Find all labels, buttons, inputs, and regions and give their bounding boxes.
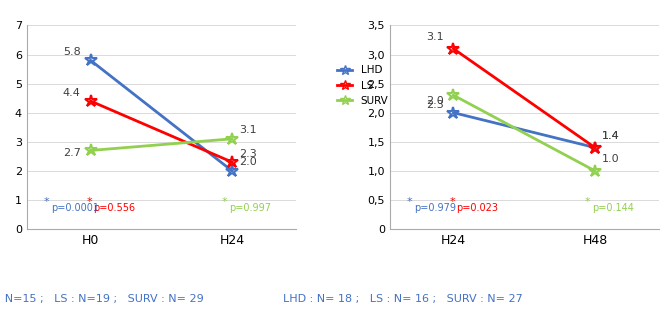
Text: p=0.023: p=0.023 — [456, 203, 498, 213]
Text: 4.4: 4.4 — [62, 87, 81, 98]
Text: 2.3: 2.3 — [426, 100, 444, 110]
Text: *: * — [585, 197, 591, 206]
Text: p=0.979: p=0.979 — [414, 203, 456, 213]
Text: 1.4: 1.4 — [602, 131, 620, 141]
Text: LHD : N= 18 ;   LS : N= 16 ;   SURV : N= 27: LHD : N= 18 ; LS : N= 16 ; SURV : N= 27 — [284, 294, 523, 304]
Text: *: * — [449, 197, 455, 206]
Text: 2.0: 2.0 — [426, 96, 444, 106]
Text: *: * — [222, 197, 228, 206]
Text: 2.3: 2.3 — [239, 149, 257, 159]
Text: 3.1: 3.1 — [426, 32, 444, 42]
Legend: LHD, LS, SURV: LHD, LS, SURV — [333, 61, 392, 110]
Text: p=0.0001: p=0.0001 — [51, 203, 99, 213]
Text: *: * — [86, 197, 92, 206]
Text: p=0.144: p=0.144 — [592, 203, 634, 213]
Text: 3.1: 3.1 — [239, 125, 257, 135]
Text: 5.8: 5.8 — [63, 47, 81, 57]
Text: p=0.556: p=0.556 — [93, 203, 136, 213]
Text: 1.0: 1.0 — [602, 154, 620, 164]
Text: LHD : N=15 ;   LS : N=19 ;   SURV : N= 29: LHD : N=15 ; LS : N=19 ; SURV : N= 29 — [0, 294, 204, 304]
Text: p=0.997: p=0.997 — [229, 203, 271, 213]
Text: 1.4: 1.4 — [602, 131, 620, 141]
Text: *: * — [407, 197, 413, 206]
Text: 2.7: 2.7 — [62, 148, 81, 158]
Text: 2.0: 2.0 — [239, 157, 257, 167]
Text: *: * — [44, 197, 50, 206]
